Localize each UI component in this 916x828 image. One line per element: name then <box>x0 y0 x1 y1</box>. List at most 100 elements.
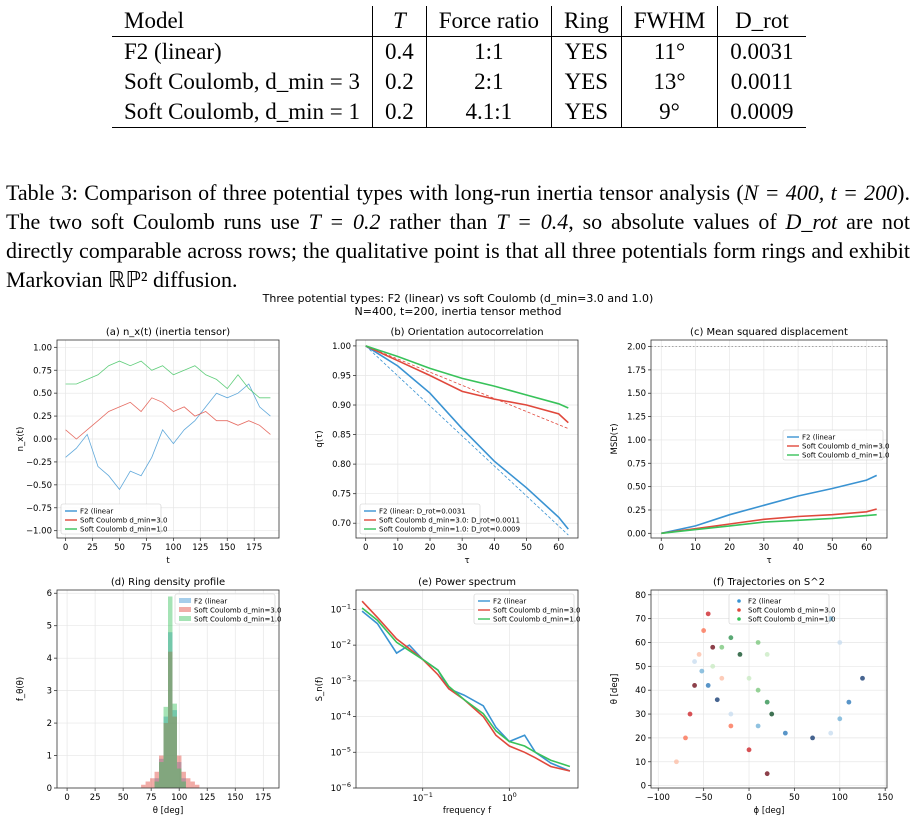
x-tick-label: 0 <box>659 543 664 553</box>
y-tick-label: 70 <box>635 615 646 625</box>
histogram-bar <box>154 771 160 788</box>
y-tick-label: 4 <box>47 654 52 664</box>
x-tick-label: 0 <box>63 543 68 553</box>
histogram-bar <box>181 778 186 788</box>
y-axis-label: q(τ) <box>315 430 325 447</box>
cell-force-ratio: 1:1 <box>426 36 552 67</box>
legend-box <box>782 429 884 461</box>
y-tick-label: 0 <box>641 782 646 792</box>
series-line <box>65 397 271 440</box>
y-tick-label: 2 <box>47 719 52 729</box>
cell-t: 0.2 <box>372 97 427 128</box>
cell-t: 0.2 <box>372 67 427 97</box>
panel-title: (e) Power spectrum <box>418 577 516 588</box>
histogram-bar <box>154 778 160 788</box>
y-tick-label: 1.50 <box>627 389 646 399</box>
x-tick-label: 75 <box>141 543 152 553</box>
legend-box <box>60 503 162 535</box>
scatter-point <box>764 771 770 777</box>
histogram-bar <box>163 706 168 788</box>
legend-swatch <box>179 598 191 603</box>
fit-line <box>365 345 569 536</box>
panel-title: (f) Trajectories on S^2 <box>713 577 825 588</box>
histogram-bar <box>150 778 155 788</box>
scatter-point <box>828 730 834 736</box>
y-tick-label: 0.25 <box>33 412 52 422</box>
x-tick-label: 100 <box>165 543 181 553</box>
y-axis-label: f_θ(θ) <box>16 677 26 701</box>
y-tick-label: 0.75 <box>33 366 52 376</box>
table-caption: Table 3: Comparison of three potential t… <box>6 180 910 292</box>
x-axis-label: τ <box>766 556 771 566</box>
y-tick-label: 10−3 <box>331 674 351 687</box>
scatter-point <box>714 697 720 703</box>
axes-frame <box>56 589 280 789</box>
series-line <box>361 610 571 772</box>
x-tick-label: 25 <box>90 793 101 803</box>
axes-frame <box>56 339 280 539</box>
histogram-bar <box>159 755 164 788</box>
x-tick-label: 100 <box>171 793 187 803</box>
x-tick-label: 60 <box>861 543 872 553</box>
x-tick-label: 150 <box>877 793 893 803</box>
legend-swatch <box>737 608 741 612</box>
fit-line <box>365 345 569 430</box>
y-tick-label: 0 <box>47 784 52 794</box>
panel-title: (b) Orientation autocorrelation <box>390 327 543 338</box>
chart-panel-2: 0 10 20 30 40 50 60 2.00 1.75 1.50 1.25 1.00 0.75 0.5… <box>610 327 890 566</box>
y-tick-label: 10−2 <box>331 638 351 651</box>
table-header-row: Model T Force ratio Ring FWHM D_rot <box>112 6 806 37</box>
panel-title: (d) Ring density profile <box>111 577 225 588</box>
scatter-point <box>710 663 716 669</box>
cell-fwhm: 9° <box>621 97 719 128</box>
x-tick-label: 0 <box>363 543 368 553</box>
cell-drot: 0.0011 <box>730 69 794 94</box>
histogram-bar <box>181 771 186 788</box>
scatter-point <box>728 723 734 729</box>
histogram-bar <box>176 755 182 788</box>
x-tick-label: 40 <box>489 543 500 553</box>
x-tick-label: 0 <box>746 793 751 803</box>
scatter-point <box>719 675 725 681</box>
x-tick-label: 50 <box>827 543 838 553</box>
legend-box <box>174 593 276 625</box>
scatter-point <box>705 611 711 617</box>
scatter-point <box>755 687 761 693</box>
y-tick-label: 0.75 <box>332 490 351 500</box>
panel-title: (c) Mean squared displacement <box>690 327 848 338</box>
header-model: Model <box>112 6 373 37</box>
cell-ring: YES <box>551 67 622 97</box>
scatter-point <box>769 711 775 717</box>
histogram-bar <box>190 781 195 788</box>
legend-swatch <box>179 607 191 612</box>
scatter-point <box>755 723 761 729</box>
legend-label: Soft Coulomb d_min=1.0 <box>748 616 836 624</box>
scatter-point <box>710 644 716 650</box>
x-axis-label: τ <box>464 556 469 566</box>
legend-swatch <box>179 616 191 621</box>
scatter-point <box>719 644 725 650</box>
axes-frame <box>355 339 579 539</box>
x-tick-label: 20 <box>724 543 735 553</box>
scatter-point <box>699 668 705 674</box>
y-tick-label: 0.90 <box>332 401 351 411</box>
header-t: T <box>372 6 427 37</box>
histogram-bar <box>163 716 168 788</box>
scatter-point <box>696 652 702 657</box>
cell-drot: 0.0031 <box>730 39 794 64</box>
axes-frame <box>650 589 888 789</box>
y-tick-label: 80 <box>635 591 646 601</box>
legend-label: Soft Coulomb d_min=3.0: D_rot=0.0011 <box>379 517 520 525</box>
figure: Three potential types: F2 (linear) vs so… <box>16 292 893 816</box>
x-tick-label: 175 <box>246 543 262 553</box>
table-row: Soft Coulomb, d_min = 1 0.2 4.1:1 YES 9°… <box>112 97 806 128</box>
cell-ring: YES <box>551 97 622 128</box>
cell-drot: 0.0009 <box>717 97 806 128</box>
x-tick-label: 150 <box>227 793 243 803</box>
x-tick-label: 30 <box>758 543 769 553</box>
legend-box <box>473 593 575 625</box>
y-tick-label: 10−4 <box>331 710 351 723</box>
x-tick-label: 50 <box>789 793 800 803</box>
y-tick-label: 10−6 <box>331 781 351 794</box>
